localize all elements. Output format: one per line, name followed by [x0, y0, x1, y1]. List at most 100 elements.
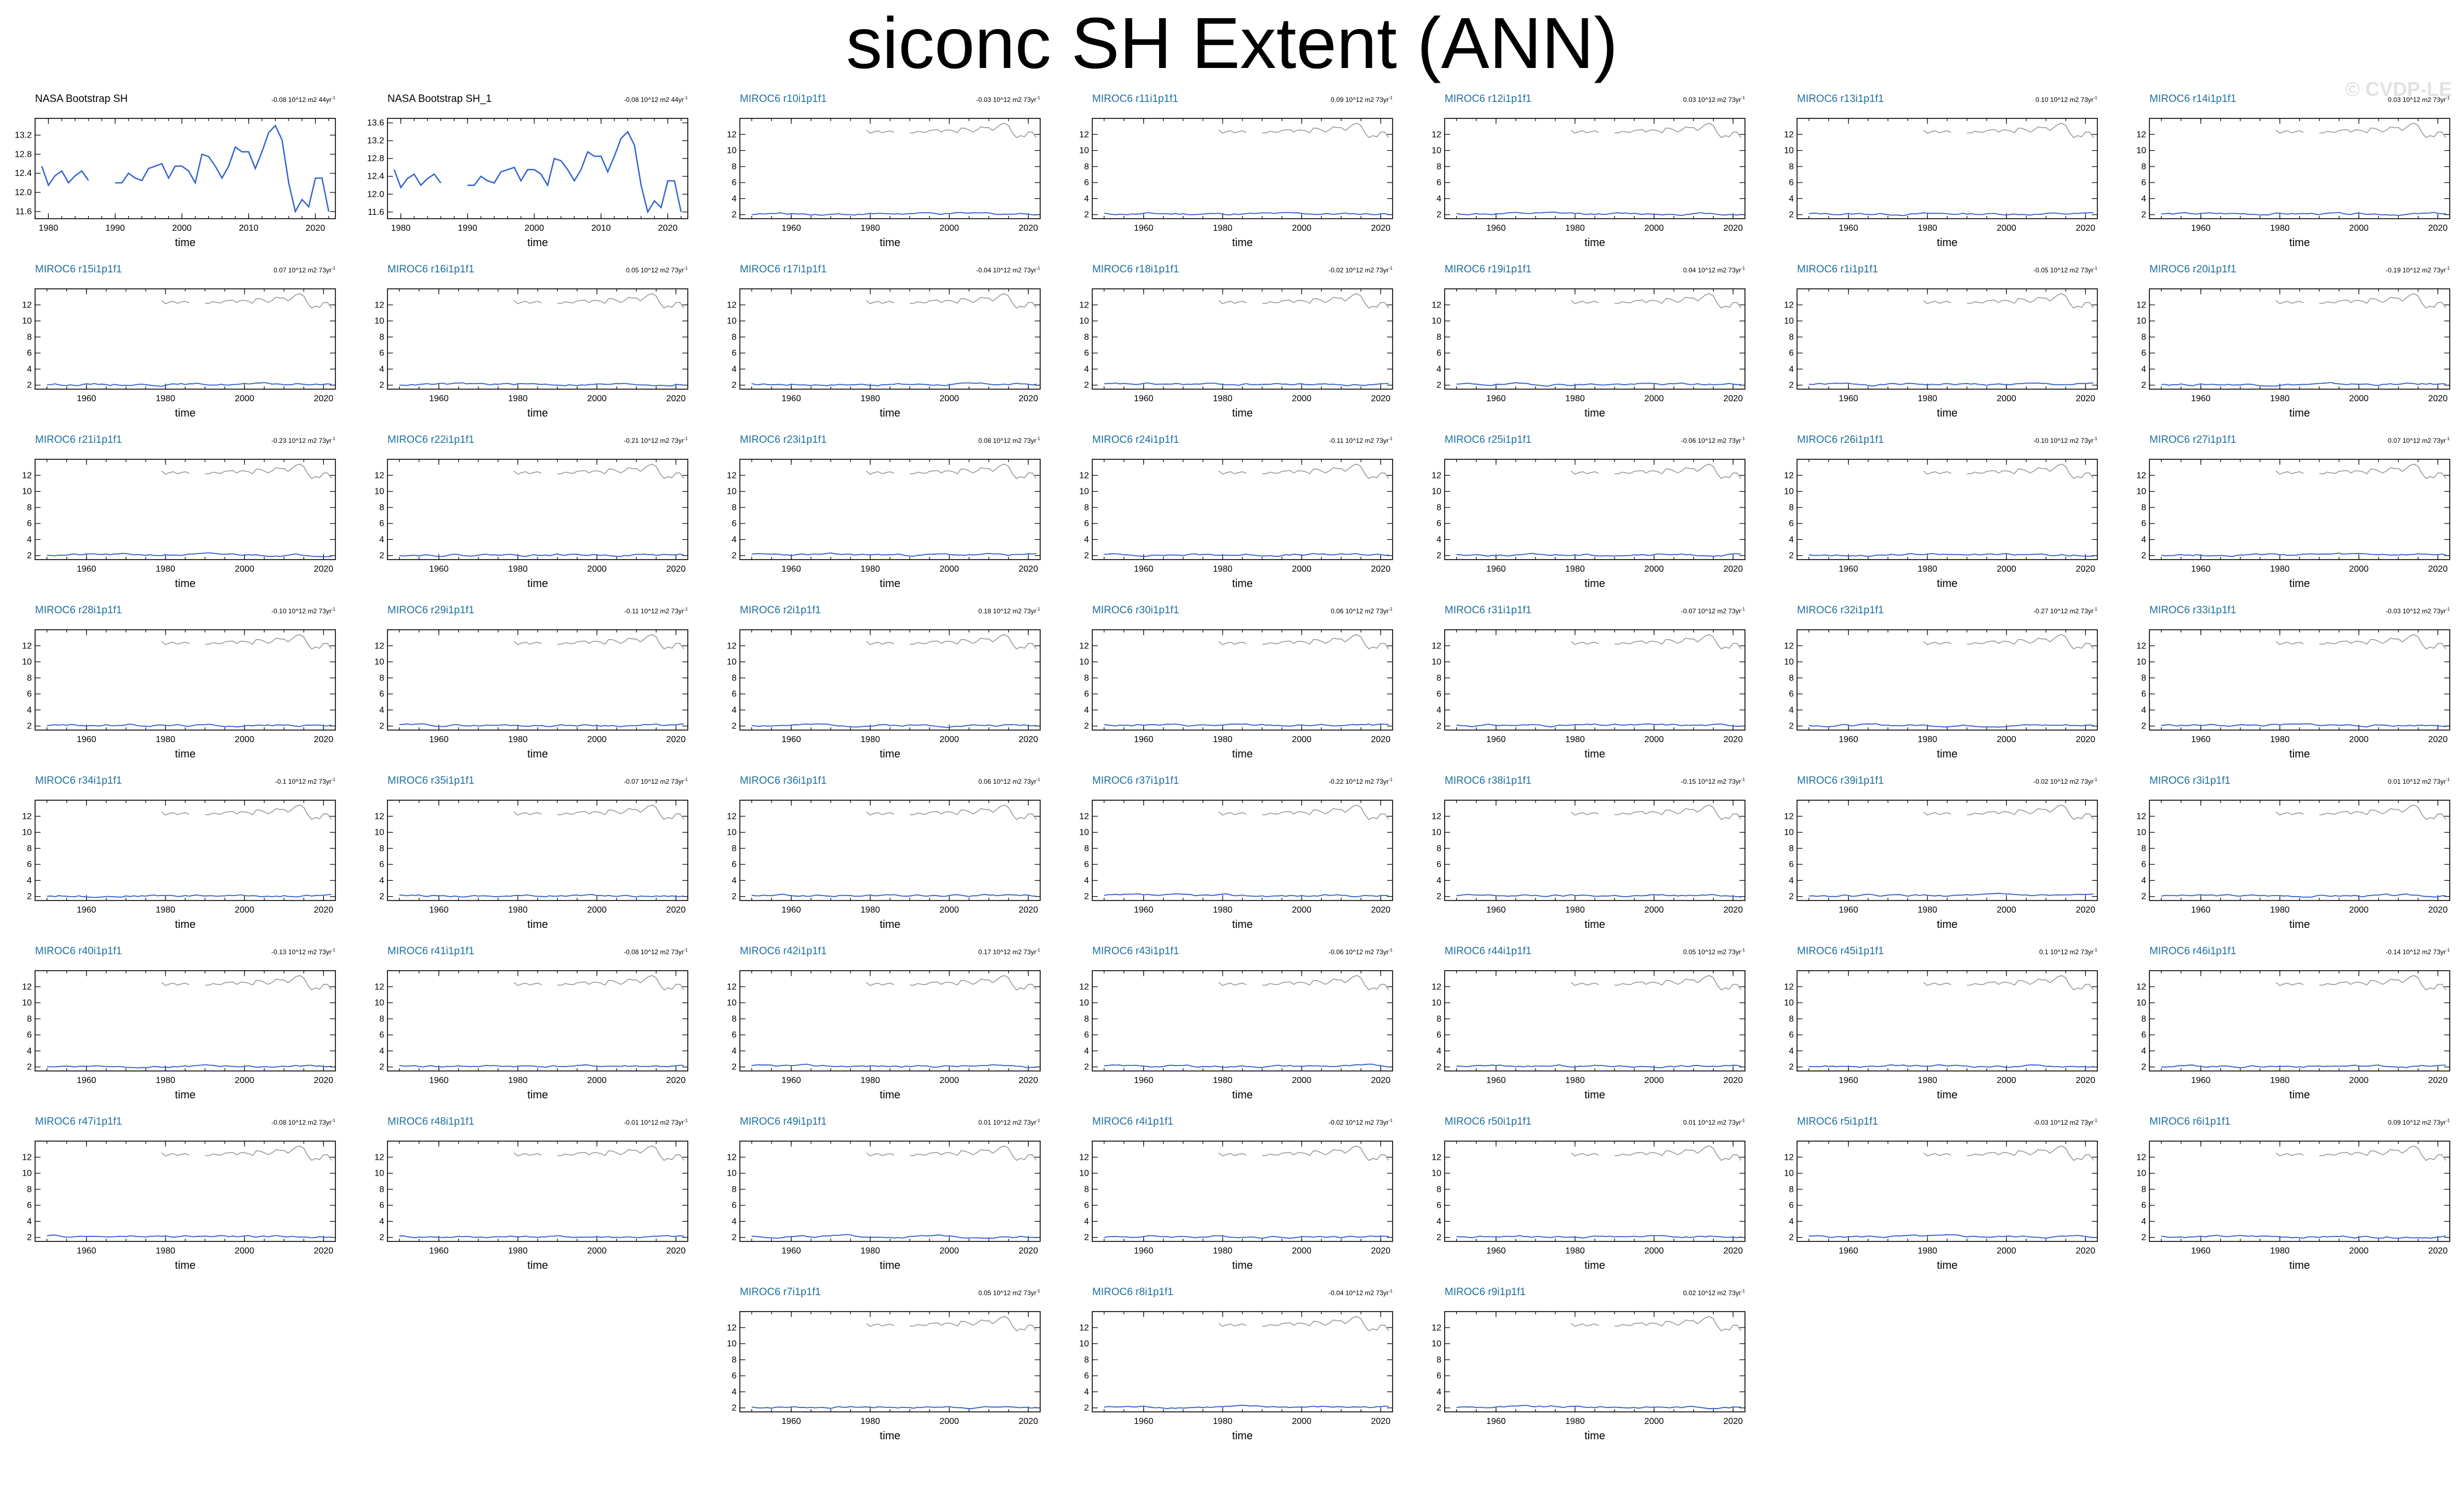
- y-tick-label: 10: [2136, 999, 2146, 1008]
- y-tick-label: 4: [379, 1217, 384, 1226]
- model-series-line: [399, 382, 684, 387]
- axis-frame: [35, 629, 336, 731]
- obs-overlay-line: [514, 975, 685, 991]
- axis-frame: [1796, 118, 2098, 219]
- axis-frame: [1444, 970, 1746, 1072]
- model-series-line: [2161, 893, 2446, 898]
- chart-panel: MIROC6 r33i1p1f1 -0.03 10^12 m2 73yr-1 196…: [2128, 605, 2461, 768]
- axis-frame: [739, 1311, 1041, 1412]
- x-tick-label: 1980: [1565, 1076, 1585, 1085]
- model-series-line: [1809, 1234, 2094, 1239]
- panel-trend: 0.04 10^12 m2 73yr-1: [1683, 266, 1745, 274]
- y-tick-label: 10: [727, 658, 737, 667]
- y-tick-label: 6: [1789, 1201, 1794, 1210]
- panel-plot: 1960 1980 2000 2020 2 4 6 8 10 12 time: [2136, 1141, 2450, 1272]
- panel-plot: 1960 1980 2000 2020 2 4 6 8 10 12 time: [1431, 970, 1746, 1101]
- x-tick-label: 2000: [939, 1076, 959, 1085]
- x-axis-label: time: [527, 919, 548, 931]
- axis-frame: [1444, 118, 1746, 219]
- x-axis-label: time: [527, 407, 548, 419]
- y-tick-label: 6: [2141, 1201, 2146, 1210]
- y-tick-label: 12.0: [367, 190, 384, 199]
- y-tick-label: 12: [1784, 982, 1794, 991]
- x-axis-label: time: [1937, 407, 1958, 419]
- panel-plot: 1960 1980 2000 2020 2 4 6 8 10 12 time: [1079, 1311, 1393, 1442]
- y-tick-label: 10: [727, 828, 737, 837]
- y-tick-label: 4: [1436, 705, 1441, 715]
- x-tick-label: 2010: [239, 224, 259, 233]
- panel-trend: -0.02 10^12 m2 73yr-1: [1328, 1118, 1393, 1126]
- x-tick-label: 1960: [77, 1246, 96, 1256]
- x-tick-label: 1980: [1918, 735, 1937, 744]
- panel-title: MIROC6 r34i1p1f1: [35, 775, 122, 787]
- x-axis-label: time: [1232, 237, 1253, 249]
- y-tick-label: 8: [1084, 333, 1089, 342]
- x-tick-label: 1990: [458, 224, 477, 233]
- x-tick-label: 1980: [1565, 905, 1585, 915]
- x-axis-label: time: [1232, 919, 1253, 931]
- axis-frame: [1092, 970, 1393, 1072]
- chart-panel: MIROC6 r12i1p1f1 0.03 10^12 m2 73yr-1 1960…: [1423, 93, 1756, 257]
- panel-trend: -0.04 10^12 m2 73yr-1: [1328, 1289, 1393, 1297]
- y-tick-label: 6: [732, 860, 737, 869]
- panel-plot: 1960 1980 2000 2020 2 4 6 8 10 12 time: [727, 459, 1041, 590]
- x-tick-label: 1960: [1134, 224, 1154, 233]
- panel-trend: -0.07 10^12 m2 73yr-1: [624, 777, 688, 785]
- x-axis-label: time: [880, 578, 900, 590]
- axis-frame: [1444, 629, 1746, 731]
- y-tick-label: 8: [732, 1185, 737, 1194]
- x-tick-label: 2000: [587, 905, 607, 915]
- x-tick-label: 1980: [1565, 394, 1585, 403]
- chart-panel: MIROC6 r2i1p1f1 0.18 10^12 m2 73yr-1 1960 1…: [718, 605, 1051, 768]
- y-tick-label: 10: [1079, 658, 1089, 667]
- panel-trend: 0.06 10^12 m2 73yr-1: [978, 777, 1040, 785]
- y-tick-label: 12: [1784, 300, 1794, 310]
- x-tick-label: 2020: [1724, 565, 1743, 574]
- x-tick-label: 2000: [172, 224, 192, 233]
- panel-plot: 1960 1980 2000 2020 2 4 6 8 10 12 time: [2136, 118, 2450, 249]
- chart-panel: MIROC6 r10i1p1f1 -0.03 10^12 m2 73yr-1 196…: [718, 93, 1051, 257]
- panel-trend: 0.05 10^12 m2 73yr-1: [626, 266, 688, 274]
- panel-title: MIROC6 r10i1p1f1: [740, 93, 827, 105]
- axis-frame: [739, 459, 1041, 560]
- panel-plot: 1960 1980 2000 2020 2 4 6 8 10 12 time: [22, 629, 336, 760]
- chart-panel: NASA Bootstrap SH -0.08 10^12 m2 44yr-1 19…: [13, 93, 346, 257]
- y-tick-label: 8: [2141, 503, 2146, 512]
- y-tick-label: 12: [1079, 471, 1089, 480]
- chart-panel: MIROC6 r6i1p1f1 0.09 10^12 m2 73yr-1 1960 1…: [2128, 1116, 2461, 1280]
- y-tick-label: 4: [1436, 194, 1441, 203]
- panel-plot: 1960 1980 2000 2020 2 4 6 8 10 12 time: [22, 800, 336, 931]
- y-tick-label: 10: [727, 317, 737, 326]
- y-tick-label: 4: [27, 705, 32, 715]
- obs-overlay-line: [2275, 122, 2446, 139]
- y-tick-label: 10: [374, 487, 384, 497]
- x-tick-label: 2020: [2076, 565, 2096, 574]
- panel-trend: -0.06 10^12 m2 73yr-1: [1328, 948, 1393, 956]
- x-tick-label: 1980: [860, 905, 880, 915]
- x-tick-label: 2000: [587, 394, 607, 403]
- axis-frame: [2149, 288, 2450, 390]
- y-tick-label: 4: [732, 1046, 737, 1056]
- x-tick-label: 2020: [2428, 905, 2448, 915]
- panel-title: MIROC6 r35i1p1f1: [387, 775, 475, 787]
- y-tick-label: 10: [1079, 1340, 1089, 1349]
- y-tick-label: 10: [1079, 146, 1089, 156]
- x-tick-label: 2000: [587, 1246, 607, 1256]
- y-tick-label: 2: [379, 551, 384, 561]
- y-tick-label: 12: [1431, 1153, 1441, 1162]
- y-tick-label: 12: [1431, 300, 1441, 310]
- obs-overlay-line: [161, 975, 332, 991]
- y-tick-label: 2: [2141, 892, 2146, 902]
- x-tick-label: 1960: [1486, 394, 1506, 403]
- model-series-line: [1456, 723, 1741, 728]
- axis-frame: [2149, 118, 2450, 219]
- x-tick-label: 2000: [939, 1246, 959, 1256]
- x-tick-label: 1960: [1839, 1076, 1858, 1085]
- panel-title: MIROC6 r16i1p1f1: [387, 264, 475, 275]
- y-tick-label: 6: [2141, 860, 2146, 869]
- panel-trend: -0.22 10^12 m2 73yr-1: [1328, 777, 1393, 785]
- x-tick-label: 1980: [508, 735, 528, 744]
- x-tick-label: 1960: [1839, 735, 1858, 744]
- panel-trend: -0.10 10^12 m2 73yr-1: [2033, 436, 2097, 445]
- y-tick-label: 8: [732, 1015, 737, 1024]
